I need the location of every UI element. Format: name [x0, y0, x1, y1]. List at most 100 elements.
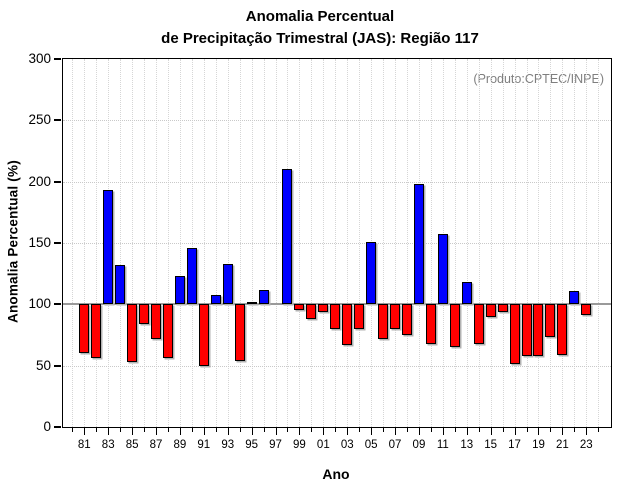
y-tick-label: 50	[35, 357, 51, 373]
bar-2016	[497, 304, 508, 312]
grid-line-horizontal	[63, 181, 611, 183]
x-tick-label: 01	[316, 439, 330, 451]
x-axis-tick	[395, 428, 397, 435]
grid-line-horizontal	[63, 243, 611, 244]
bar-2008	[402, 304, 412, 335]
x-tick-label: 85	[125, 439, 139, 451]
x-axis-tick	[167, 428, 169, 432]
x-axis-tick	[538, 428, 540, 435]
bar-1994	[234, 304, 245, 361]
grid-line-horizontal	[63, 365, 611, 367]
y-tick-label: 250	[28, 112, 51, 128]
x-tick-label: 99	[293, 439, 306, 451]
y-tick-label: 300	[28, 51, 51, 66]
bar-1990	[186, 247, 197, 305]
bar-1985	[127, 304, 138, 362]
x-axis-tick	[227, 428, 229, 435]
bar-2010	[425, 304, 436, 344]
bar-2015	[485, 304, 496, 317]
x-axis-tick	[132, 428, 134, 435]
x-tick-label: 89	[173, 439, 187, 451]
chart-title-line2: de Precipitação Trimestral (JAS): Região…	[161, 30, 479, 47]
bar-1996	[258, 289, 269, 305]
bar-2012	[449, 304, 460, 348]
y-axis-tick	[54, 242, 61, 244]
x-axis-tick	[179, 428, 181, 435]
bar-2000	[306, 304, 317, 320]
x-tick-label: 97	[269, 439, 282, 451]
bar-1991	[198, 304, 209, 366]
x-axis-tick	[323, 428, 325, 435]
x-axis-tick	[371, 428, 373, 435]
x-axis-tick	[215, 428, 217, 432]
x-axis-tick	[347, 428, 349, 435]
x-axis-tick	[84, 428, 86, 435]
y-tick-label: 150	[28, 235, 51, 250]
x-axis-tick	[203, 428, 205, 435]
x-tick-label: 09	[412, 439, 426, 451]
bar-1998	[282, 169, 293, 305]
x-tick-label: 05	[364, 439, 378, 451]
bar-1984	[115, 265, 126, 305]
bar-2001	[318, 304, 329, 312]
x-axis-tick	[430, 428, 432, 432]
bar-2013	[461, 282, 472, 305]
x-axis-tick	[454, 428, 456, 432]
x-axis-tick	[108, 428, 110, 435]
x-axis-tick	[466, 428, 468, 435]
x-axis-tick	[514, 428, 516, 435]
x-axis-tick	[335, 428, 337, 432]
y-axis-tick	[54, 119, 61, 122]
x-tick-label: 81	[77, 439, 91, 451]
x-axis-tick	[490, 428, 492, 435]
x-axis-tick	[562, 428, 564, 435]
y-axis-tick	[54, 364, 61, 367]
x-tick-label: 19	[532, 439, 545, 451]
y-tick-label: 100	[28, 296, 51, 312]
x-tick-label: 91	[197, 439, 211, 451]
bar-2006	[378, 304, 389, 339]
x-axis-tick	[550, 428, 552, 432]
bar-2017	[509, 304, 520, 365]
x-axis-tick	[156, 428, 157, 435]
x-axis-tick	[311, 428, 313, 432]
x-axis-tick	[407, 428, 408, 432]
x-axis-tick	[598, 428, 600, 432]
x-tick-label: 13	[460, 439, 474, 451]
bar-2020	[545, 304, 556, 338]
grid-line-horizontal	[63, 120, 611, 122]
x-axis-tick	[251, 428, 253, 435]
x-axis-tick	[418, 428, 420, 435]
y-axis-tick	[54, 426, 61, 428]
bar-1999	[294, 304, 305, 311]
bar-1987	[151, 304, 161, 339]
bar-2023	[581, 304, 592, 316]
bar-1989	[174, 276, 185, 305]
x-tick-label: 87	[149, 439, 163, 451]
bar-2021	[557, 304, 568, 355]
bar-1981	[79, 304, 90, 354]
x-tick-label: 83	[101, 439, 115, 451]
x-axis-tick	[502, 428, 504, 432]
x-axis-tick	[526, 428, 528, 432]
x-tick-label: 17	[508, 439, 521, 451]
x-axis-tick	[239, 428, 241, 432]
chart-title-line1: Anomalia Percentual	[245, 8, 395, 25]
bar-2018	[521, 304, 532, 356]
x-axis-tick	[275, 428, 277, 435]
x-tick-label: 15	[484, 439, 498, 451]
x-axis-tick	[72, 428, 74, 432]
y-axis-tick	[54, 303, 61, 306]
x-tick-label: 93	[221, 439, 235, 451]
x-axis-tick	[574, 428, 576, 432]
x-tick-label: 03	[340, 439, 354, 451]
x-axis-tick	[263, 428, 265, 432]
y-tick-label: 0	[43, 419, 51, 434]
x-tick-label: 11	[436, 439, 449, 451]
x-axis-tick	[287, 428, 289, 432]
x-axis-tick	[96, 428, 98, 432]
plot-area: (Produto:CPTEC/INPE) 0 50 100 150 200 250 300 8…	[28, 51, 612, 451]
x-axis-title: Ano	[322, 466, 350, 482]
x-axis-tick	[586, 428, 588, 435]
x-axis-tick	[299, 428, 301, 435]
